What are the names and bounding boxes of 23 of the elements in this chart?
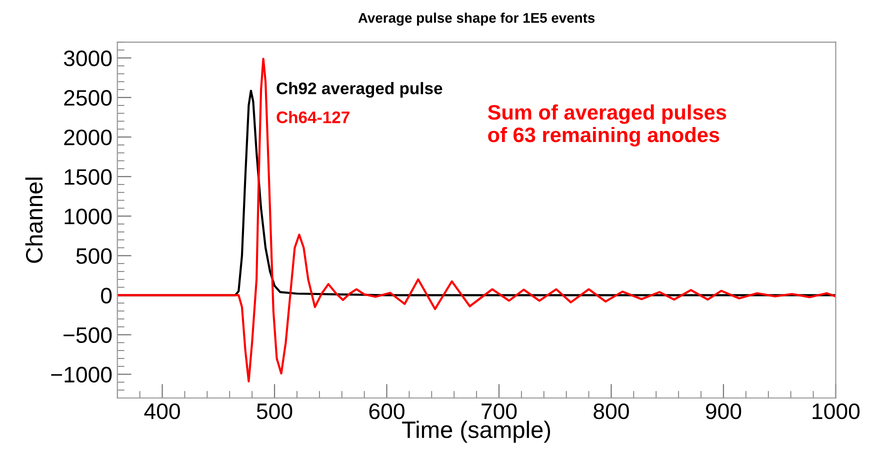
y-tick-label: 1000 [64,208,112,224]
y-tick-label: 0 [101,288,112,304]
y-tick-label: −500 [64,327,112,344]
series-label: Ch64-127 [276,110,350,124]
series-label: Ch92 averaged pulse [276,82,442,98]
y-tick-label: 3000 [64,50,112,66]
x-axis-title: Time (sample) [402,420,550,443]
chart-title: Average pulse shape for 1E5 events [358,12,595,26]
x-tick-label: 400 [144,403,180,420]
x-tick-label: 500 [256,403,292,420]
y-axis-title: Channel [25,178,43,263]
y-tick-label: 2500 [64,90,112,106]
x-tick-label: 1000 [812,403,860,420]
x-tick-label: 900 [706,403,742,420]
y-tick-label: 500 [76,248,112,264]
x-tick-label: 800 [594,403,629,420]
line-series [117,58,836,382]
annotation: Sum of averaged pulses of 63 remaining anodes [488,104,726,146]
x-tick-label: 700 [482,403,517,420]
y-tick-label: −1000 [51,366,112,383]
y-tick-label: 2000 [64,130,112,146]
x-tick-label: 600 [369,403,404,420]
y-tick-label: 1500 [64,169,112,185]
